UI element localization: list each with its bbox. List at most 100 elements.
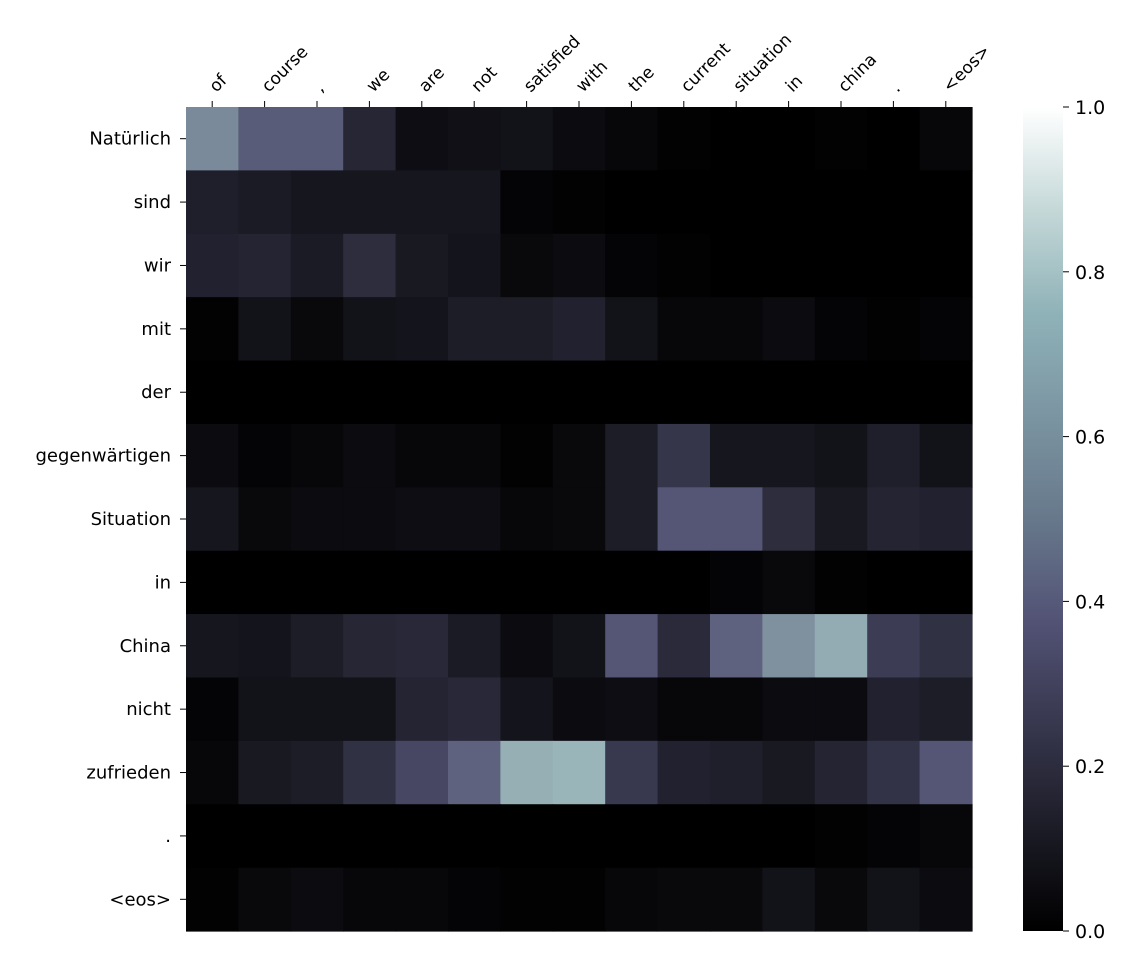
colorbar-tick-label: 1.0 (1075, 97, 1105, 119)
heatmap-cell (814, 867, 868, 932)
y-tick-label: mit (141, 319, 171, 340)
heatmap-cell (186, 233, 239, 298)
heatmap-cell (605, 423, 659, 488)
heatmap-cell (867, 423, 921, 488)
heatmap-cell (186, 107, 239, 171)
heatmap-cell (919, 107, 973, 171)
heatmap-cell (657, 233, 711, 298)
heatmap-cell (710, 170, 763, 235)
heatmap-cell (552, 550, 606, 615)
x-tick-label: are (415, 63, 449, 97)
heatmap-cell (186, 614, 239, 679)
heatmap-cell (395, 867, 449, 932)
heatmap-cell (919, 297, 973, 362)
heatmap-cell (867, 867, 921, 932)
heatmap-cell (867, 550, 921, 615)
heatmap-cell (919, 360, 973, 425)
heatmap-cell (605, 867, 659, 932)
heatmap-cell (814, 423, 868, 488)
heatmap-cell (605, 487, 659, 552)
heatmap-cell (395, 614, 449, 679)
heatmap-cell (238, 170, 292, 235)
heatmap-cell (290, 297, 344, 362)
heatmap-cell (552, 487, 606, 552)
heatmap-cell (710, 487, 763, 552)
heatmap-cell (552, 170, 606, 235)
heatmap-cell (343, 677, 397, 742)
heatmap-cell (290, 360, 344, 425)
heatmap-cell (448, 487, 501, 552)
heatmap-cell (814, 233, 868, 298)
heatmap-cell (710, 423, 763, 488)
heatmap-cell (395, 487, 449, 552)
colorbar-ticks: 0.0 0.2 0.4 0.6 0.8 1.0 (1063, 97, 1105, 943)
heatmap-cell (919, 487, 973, 552)
x-tick-label: china (834, 50, 881, 97)
heatmap-cell (500, 550, 554, 615)
heatmap-cell (290, 614, 344, 679)
heatmap-cell (605, 740, 659, 805)
heatmap-cell (500, 107, 554, 171)
heatmap-cell (762, 740, 816, 805)
heatmap-cell (657, 360, 711, 425)
heatmap-cell (395, 107, 449, 171)
heatmap-cell (290, 867, 344, 932)
heatmap-cell (500, 423, 554, 488)
heatmap-cell (867, 614, 921, 679)
heatmap-cell (919, 423, 973, 488)
heatmap-cell (186, 550, 239, 615)
heatmap-cell (762, 867, 816, 932)
heatmap-cell (343, 170, 397, 235)
x-tick-label: course (258, 42, 312, 96)
heatmap-cell (290, 170, 344, 235)
heatmap-cell (343, 804, 397, 869)
heatmap-cell (710, 804, 763, 869)
heatmap-cell (238, 740, 292, 805)
heatmap-cell (448, 614, 501, 679)
heatmap-cell (290, 107, 344, 171)
heatmap-cell (186, 423, 239, 488)
heatmap-cell (867, 233, 921, 298)
heatmap-cell (290, 233, 344, 298)
colorbar-gradient (1023, 107, 1063, 931)
heatmap-cell (448, 423, 501, 488)
heatmap-cells (186, 107, 973, 932)
heatmap-cell (552, 423, 606, 488)
heatmap-cell (343, 740, 397, 805)
heatmap-cell (814, 297, 868, 362)
heatmap-cell (605, 677, 659, 742)
heatmap-cell (867, 297, 921, 362)
heatmap-cell (605, 804, 659, 869)
heatmap-cell (657, 297, 711, 362)
heatmap-cell (867, 107, 921, 171)
heatmap-cell (238, 677, 292, 742)
heatmap-cell (343, 423, 397, 488)
heatmap-cell (186, 677, 239, 742)
heatmap-cell (290, 550, 344, 615)
heatmap-cell (814, 804, 868, 869)
heatmap-cell (238, 233, 292, 298)
heatmap-cell (500, 740, 554, 805)
heatmap-cell (552, 297, 606, 362)
heatmap-cell (919, 233, 973, 298)
heatmap-cell (657, 170, 711, 235)
heatmap-cell (186, 804, 239, 869)
x-tick-label: <eos> (939, 41, 994, 96)
heatmap-cell (814, 740, 868, 805)
heatmap-cell (448, 170, 501, 235)
heatmap-cell (343, 614, 397, 679)
x-tick-label: we (363, 65, 394, 96)
colorbar-tick-label: 0.4 (1075, 591, 1105, 613)
heatmap-cell (395, 170, 449, 235)
heatmap-cell (762, 107, 816, 171)
heatmap-cell (605, 614, 659, 679)
heatmap-cell (448, 297, 501, 362)
heatmap-cell (762, 233, 816, 298)
heatmap-cell (710, 297, 763, 362)
y-tick-label: . (165, 826, 171, 847)
heatmap-cell (343, 487, 397, 552)
heatmap-cell (290, 804, 344, 869)
x-tick-label: current (677, 39, 735, 97)
